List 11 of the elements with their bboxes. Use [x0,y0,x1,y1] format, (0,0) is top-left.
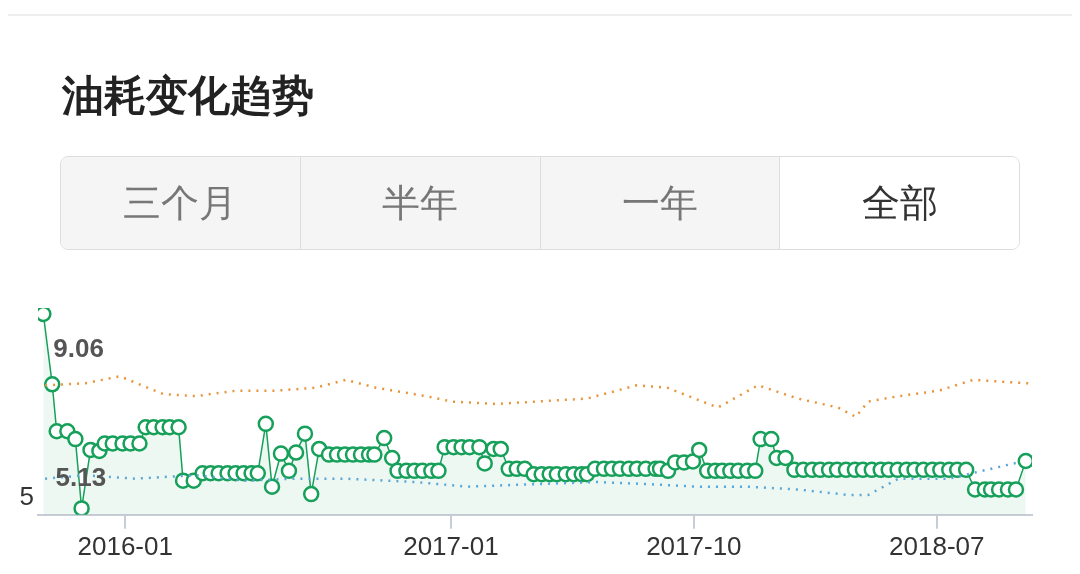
text: 三个月 [61,157,300,249]
chart-title: 油耗变化趋势 [62,71,314,121]
x-tick-label: 2016-01 [77,530,173,561]
text: 半年 [299,157,540,249]
x-tick-label: 2017-01 [403,530,499,561]
text: 全部 [779,157,1019,249]
annotation: 9.06 [53,333,104,364]
x-tick-label: 2018-07 [889,530,985,561]
x-tick-label: 2017-10 [646,530,742,561]
text: 5 [19,480,34,511]
text: 一年 [539,157,780,249]
